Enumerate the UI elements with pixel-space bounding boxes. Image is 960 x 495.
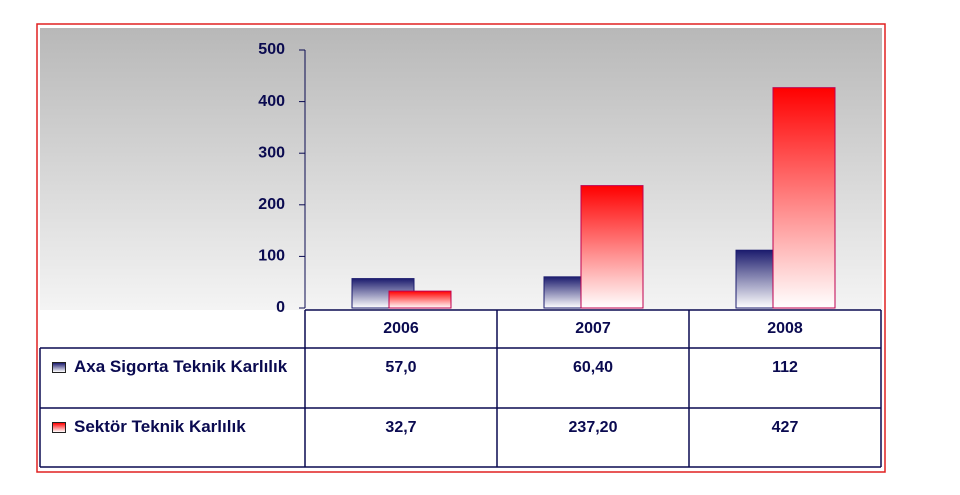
- value-label: 60,40: [573, 359, 613, 376]
- legend-entry: Axa Sigorta Teknik Karlılık: [40, 356, 305, 377]
- value-label: 112: [772, 359, 798, 376]
- y-tick-label: 400: [258, 93, 285, 110]
- y-tick-label: 200: [258, 196, 285, 213]
- value-label: 32,7: [385, 419, 416, 436]
- x-tick-label: 2007: [575, 320, 611, 337]
- bar: [388, 290, 452, 309]
- legend-entry: Sektör Teknik Karlılık: [40, 416, 305, 437]
- value-label: 57,0: [385, 359, 416, 376]
- legend-swatch: [52, 362, 66, 373]
- x-tick-label: 2008: [767, 320, 803, 337]
- y-tick-label: 100: [258, 248, 285, 265]
- y-tick-label: 0: [276, 299, 285, 316]
- y-tick-label: 300: [258, 144, 285, 161]
- value-label: 237,20: [569, 419, 618, 436]
- x-tick-label: 2006: [383, 320, 419, 337]
- y-tick-label: 500: [258, 41, 285, 58]
- legend-swatch: [52, 422, 66, 433]
- bar: [772, 87, 836, 309]
- value-label: 427: [772, 419, 799, 436]
- bar: [580, 185, 644, 309]
